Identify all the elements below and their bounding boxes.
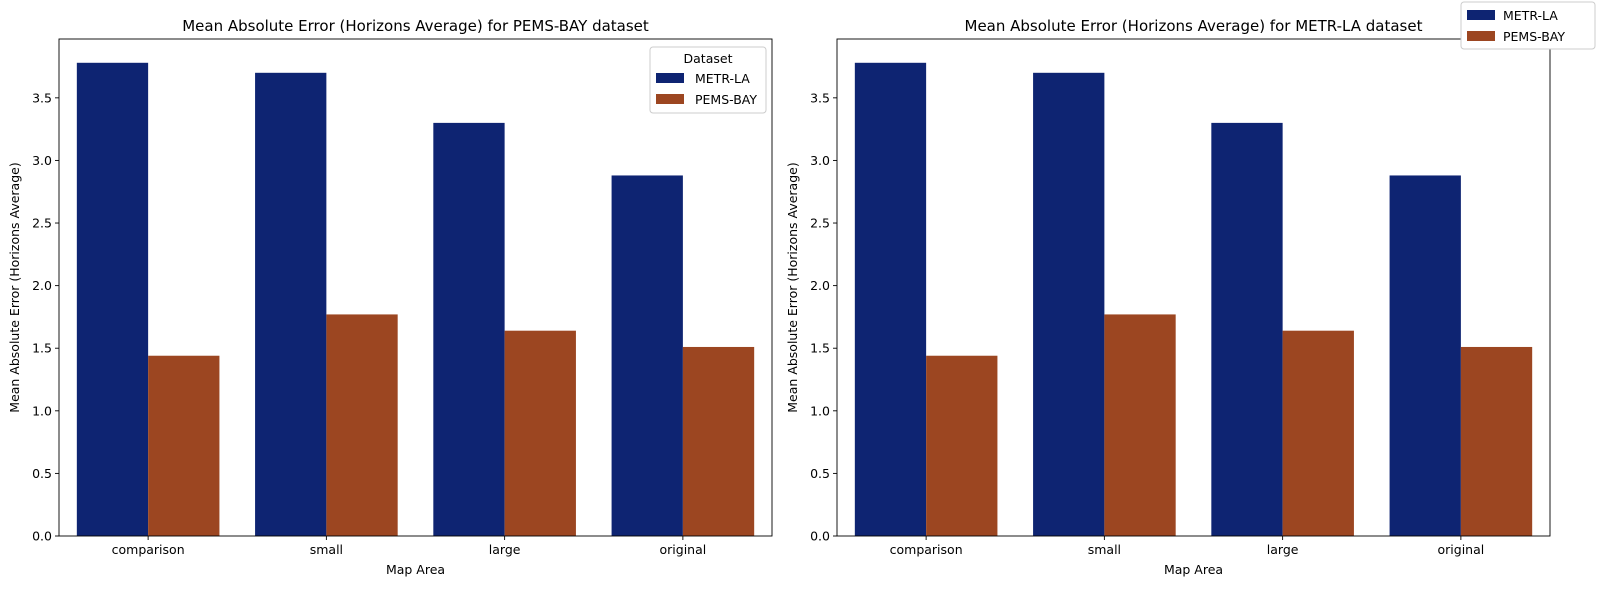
legend-swatch-metr-la — [656, 73, 684, 83]
bar-metr-la-original — [1389, 175, 1461, 536]
x-tick-label: small — [1088, 542, 1121, 557]
x-axis-label: Map Area — [1164, 562, 1223, 577]
legend-label: PEMS-BAY — [695, 92, 757, 107]
x-tick-label: small — [310, 542, 343, 557]
x-tick-label: large — [489, 542, 521, 557]
x-tick-label: comparison — [112, 542, 185, 557]
y-tick-label: 3.5 — [32, 90, 52, 105]
y-tick-label: 1.5 — [32, 341, 52, 356]
bar-pems-bay-small — [326, 314, 398, 536]
bar-pems-bay-original — [1460, 346, 1533, 536]
y-tick-label: 0.5 — [32, 466, 52, 481]
x-tick-label: comparison — [890, 542, 963, 557]
y-tick-label: 0.0 — [810, 529, 830, 544]
bar-metr-la-small — [255, 72, 327, 537]
legend-title: Dataset — [684, 51, 733, 66]
figure-legend-label: PEMS-BAY — [1503, 29, 1565, 44]
y-tick-label: 1.0 — [32, 403, 52, 418]
y-tick-label: 2.5 — [810, 216, 830, 231]
figure-legend-swatch-metr-la — [1467, 10, 1495, 20]
bar-metr-la-small — [1033, 72, 1105, 537]
chart-panel-2: Mean Absolute Error (Horizons Average) f… — [785, 17, 1551, 577]
bar-metr-la-large — [1211, 122, 1283, 536]
bar-pems-bay-comparison — [148, 355, 220, 536]
x-axis-label: Map Area — [386, 562, 445, 577]
x-tick-label: original — [660, 542, 707, 557]
y-axis-label: Mean Absolute Error (Horizons Average) — [785, 162, 800, 412]
y-tick-label: 2.0 — [32, 278, 52, 293]
bar-pems-bay-comparison — [926, 355, 998, 536]
bar-pems-bay-small — [1104, 314, 1176, 536]
bar-metr-la-comparison — [76, 62, 149, 536]
figure-legend: METR-LA PEMS-BAY — [1460, 1, 1596, 50]
bar-pems-bay-large — [1282, 330, 1354, 536]
bar-metr-la-original — [611, 175, 683, 536]
y-tick-label: 2.5 — [32, 216, 52, 231]
axes-legend: Dataset METR-LA PEMS-BAY — [649, 46, 767, 114]
bar-metr-la-comparison — [854, 62, 927, 536]
bar-pems-bay-original — [682, 346, 755, 536]
y-tick-label: 3.0 — [32, 153, 52, 168]
y-tick-label: 1.0 — [810, 403, 830, 418]
bar-metr-la-large — [433, 122, 505, 536]
y-tick-label: 0.5 — [810, 466, 830, 481]
x-tick-label: original — [1438, 542, 1485, 557]
bar-pems-bay-large — [504, 330, 576, 536]
y-tick-label: 2.0 — [810, 278, 830, 293]
figure-legend-swatch-pems-bay — [1467, 31, 1495, 41]
figure-legend-label: METR-LA — [1503, 8, 1558, 23]
y-tick-label: 0.0 — [32, 529, 52, 544]
chart-title: Mean Absolute Error (Horizons Average) f… — [965, 17, 1423, 35]
legend-swatch-pems-bay — [656, 94, 684, 104]
x-tick-label: large — [1267, 542, 1299, 557]
chart-panel-1: Mean Absolute Error (Horizons Average) f… — [7, 17, 773, 577]
plot-frame — [58, 38, 773, 537]
y-tick-label: 3.0 — [810, 153, 830, 168]
y-axis-label: Mean Absolute Error (Horizons Average) — [7, 162, 22, 412]
y-tick-label: 1.5 — [810, 341, 830, 356]
plot-frame — [836, 38, 1551, 537]
legend-label: METR-LA — [695, 71, 750, 86]
y-tick-label: 3.5 — [810, 90, 830, 105]
chart-title: Mean Absolute Error (Horizons Average) f… — [182, 17, 649, 35]
